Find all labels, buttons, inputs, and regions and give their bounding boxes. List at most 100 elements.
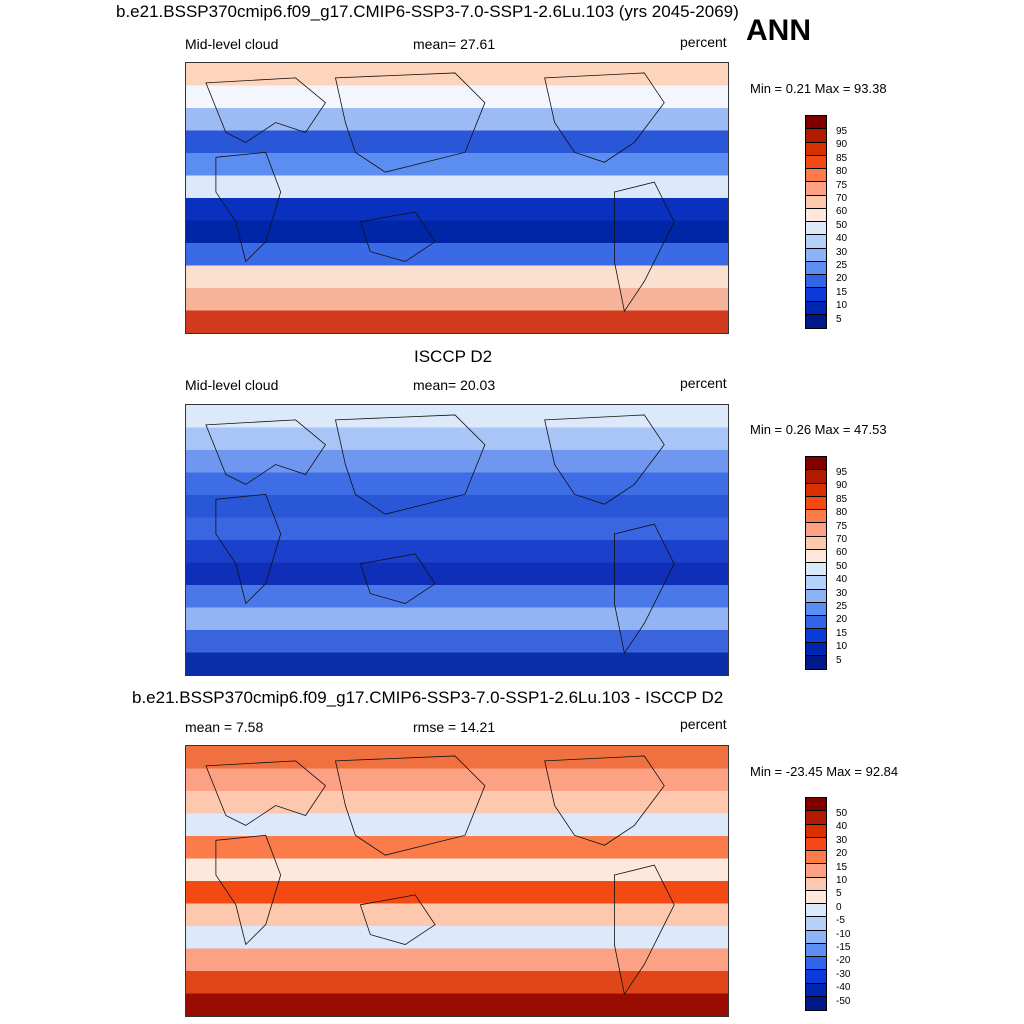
colorbar-tick-label: 10 bbox=[836, 641, 848, 653]
field-band bbox=[186, 926, 728, 950]
colorbar-segment bbox=[806, 957, 826, 971]
colorbar-tick-label: 90 bbox=[836, 480, 848, 492]
colorbar-segment bbox=[806, 904, 826, 918]
minmax-label: Min = 0.21 Max = 93.38 bbox=[750, 81, 887, 96]
field-band bbox=[186, 768, 728, 792]
field-band bbox=[186, 108, 728, 132]
colorbar-model bbox=[805, 115, 827, 329]
coastline bbox=[334, 755, 486, 856]
field-band bbox=[186, 993, 728, 1016]
field-band bbox=[186, 630, 728, 654]
map-field-difference bbox=[186, 746, 728, 1016]
map-model bbox=[185, 62, 729, 334]
field-band bbox=[186, 948, 728, 972]
colorbar-tick-label: 80 bbox=[836, 507, 848, 519]
map-field-observation bbox=[186, 405, 728, 675]
colorbar-segment bbox=[806, 851, 826, 865]
colorbar-tick-label: 20 bbox=[836, 848, 848, 860]
colorbar-segment bbox=[806, 142, 826, 156]
field-band bbox=[186, 813, 728, 837]
field-band bbox=[186, 585, 728, 609]
colorbar-tick-label: 70 bbox=[836, 534, 848, 545]
colorbar-tick-label: 40 bbox=[836, 574, 848, 586]
colorbar-tick-label: 85 bbox=[836, 493, 848, 505]
colorbar-tick-label: 80 bbox=[836, 166, 848, 178]
colorbar-tick-label: -10 bbox=[836, 928, 851, 940]
rmse-label: rmse = 14.21 bbox=[413, 719, 496, 735]
colorbar-segment bbox=[806, 824, 826, 838]
panel-title: b.e21.BSSP370cmip6.f09_g17.CMIP6-SSP3-7.… bbox=[116, 2, 739, 21]
colorbar-tick-label: 30 bbox=[836, 246, 848, 258]
colorbar-segment bbox=[806, 222, 826, 236]
coastline bbox=[205, 760, 327, 826]
minmax-label: Min = -23.45 Max = 92.84 bbox=[750, 764, 899, 779]
field-band bbox=[186, 472, 728, 496]
colorbar-tick-label: 50 bbox=[836, 808, 848, 819]
colorbar-tick-label: 5 bbox=[836, 313, 842, 325]
colorbar-tick-label: 15 bbox=[836, 861, 848, 873]
coastline bbox=[614, 864, 675, 996]
colorbar-tick-label: -30 bbox=[836, 968, 851, 980]
field-band bbox=[186, 85, 728, 109]
colorbar-segment bbox=[806, 837, 826, 851]
map-observation bbox=[185, 404, 729, 676]
colorbar-segment bbox=[806, 195, 826, 209]
colorbar-tick-label: -20 bbox=[836, 955, 851, 967]
units-label: percent bbox=[680, 375, 727, 391]
field-band bbox=[186, 310, 728, 333]
colorbar-tick-label: 15 bbox=[836, 286, 848, 298]
colorbar-tick-label: 40 bbox=[836, 821, 848, 833]
colorbar-segment bbox=[806, 864, 826, 878]
colorbar-segment bbox=[806, 589, 826, 603]
field-band bbox=[186, 836, 728, 860]
field-band bbox=[186, 562, 728, 586]
colorbar-tick-label: 10 bbox=[836, 875, 848, 886]
coastline bbox=[614, 181, 675, 313]
colorbar-tick-label: 60 bbox=[836, 547, 848, 559]
mean-label: mean = 7.58 bbox=[185, 719, 264, 735]
colorbar-segment bbox=[806, 275, 826, 289]
colorbar-segment bbox=[806, 629, 826, 643]
colorbar-segment bbox=[806, 261, 826, 275]
colorbar-tick-label: 25 bbox=[836, 260, 848, 271]
coastline bbox=[359, 211, 436, 262]
field-band bbox=[186, 450, 728, 474]
field-band bbox=[186, 791, 728, 815]
panel-title: b.e21.BSSP370cmip6.f09_g17.CMIP6-SSP3-7.… bbox=[132, 688, 724, 707]
field-band bbox=[186, 607, 728, 631]
colorbar-tick-label: 30 bbox=[836, 587, 848, 599]
colorbar-segment bbox=[806, 917, 826, 931]
colorbar-segment bbox=[806, 155, 826, 169]
colorbar-segment bbox=[806, 890, 826, 904]
colorbar-segment bbox=[806, 996, 826, 1010]
panel-title: ISCCP D2 bbox=[414, 347, 493, 366]
coastline bbox=[334, 414, 486, 515]
field-band bbox=[186, 652, 728, 675]
colorbar-segment bbox=[806, 983, 826, 997]
colorbar-segment bbox=[806, 116, 826, 130]
field-band bbox=[186, 175, 728, 199]
colorbar-segment bbox=[806, 798, 826, 812]
coastline bbox=[359, 894, 436, 945]
coastline bbox=[614, 523, 675, 655]
colorbar-segment bbox=[806, 811, 826, 825]
colorbar-segment bbox=[806, 655, 826, 669]
field-band bbox=[186, 858, 728, 882]
field-band bbox=[186, 903, 728, 927]
coastline bbox=[215, 151, 282, 263]
colorbar-tick-label: 70 bbox=[836, 193, 848, 204]
season-label: ANN bbox=[746, 14, 811, 47]
colorbar-tick-label: 85 bbox=[836, 152, 848, 164]
colorbar-segment bbox=[806, 235, 826, 249]
field-band bbox=[186, 427, 728, 451]
field-band bbox=[186, 220, 728, 244]
colorbar-segment bbox=[806, 208, 826, 222]
colorbar-observation bbox=[805, 456, 827, 670]
mean-label: mean= 27.61 bbox=[413, 36, 496, 52]
colorbar-segment bbox=[806, 288, 826, 302]
field-band bbox=[186, 495, 728, 519]
units-label: percent bbox=[680, 716, 727, 732]
field-band bbox=[186, 198, 728, 222]
field-band bbox=[186, 153, 728, 177]
coastline bbox=[215, 834, 282, 946]
